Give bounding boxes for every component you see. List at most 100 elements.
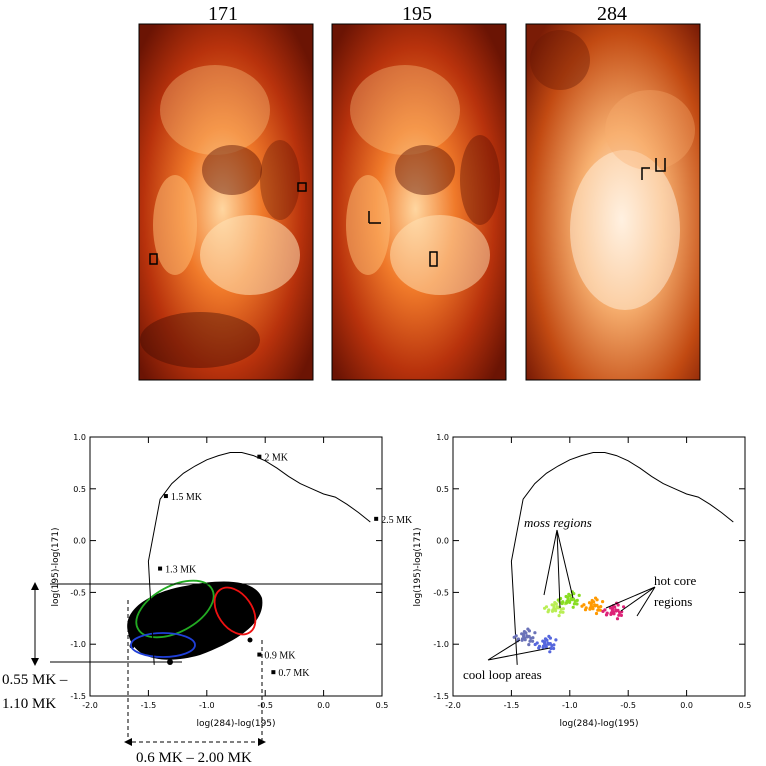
chart-right-xtick-label: 0.5 [739,701,752,710]
cluster-point [520,632,524,636]
cluster-point [594,611,599,616]
green-ellipse [135,579,215,639]
chart-right-ytick-label: 0.0 [436,537,449,546]
panel-title-284: 284 [597,3,627,25]
range-y-annotation-line1: 0.55 MK – [2,672,68,688]
cluster-point [595,603,599,607]
chart-left-xtick-label: 0.0 [317,701,330,710]
cluster-point [523,638,527,642]
cluster-point [587,601,592,605]
cluster-point [548,642,552,646]
cluster-point [614,608,618,612]
temperature-marker [158,566,163,571]
chart-left-xlabel: log(284)-log(195) [196,719,275,729]
cluster-point [620,610,624,614]
cluster-point [550,609,555,613]
cluster-point [622,605,626,609]
chart-left-frame [89,436,383,697]
cluster-point [527,643,531,647]
chart-right-ytick-label: -0.5 [433,588,449,597]
cluster-point [553,601,557,605]
chart-right-ytick-label: -1.0 [433,640,449,649]
cluster-point [590,598,594,603]
cluster-point [583,608,588,612]
chart-right-clusters [512,590,626,654]
cluster-point [601,609,605,614]
chart-right-xtick-label: -1.5 [504,701,520,710]
cluster-point [528,639,532,643]
chart-right-xlabel: log(284)-log(195) [559,719,638,729]
cluster-point [569,597,573,601]
moss-regions-label: moss regions [524,515,592,530]
chart-left-ytick-label: 1.0 [73,433,86,442]
cluster-point [619,613,624,618]
callout-lines [487,529,656,661]
cluster-point [555,605,559,609]
image-panel-284 [525,23,701,381]
chart-left: -2.0 -1.5 -1.0 -0.5 0.0 0.5-1.5-1.0-0.50.00.5… [2,433,413,766]
cluster-point [593,603,597,607]
cluster-point [612,612,616,616]
cluster-point [546,641,550,645]
cluster-point [544,645,548,649]
cluster-point [533,631,537,635]
cluster-point [522,634,526,638]
image-panel-195 [331,23,507,381]
chart-right-ytick-label: -1.5 [433,692,449,701]
cluster-point [564,601,569,605]
cluster-point [548,650,552,654]
cluster-point [601,600,605,604]
cluster-point [575,598,579,603]
cluster-point [531,636,535,640]
cluster-point [520,638,524,642]
cluster-point [550,603,554,607]
chart-left-xtick-label: -2.0 [82,701,98,710]
chart-right-ylabel: log(195)-log(171) [413,527,423,606]
cluster-point [531,639,535,643]
cluster-point [591,607,595,611]
cluster-point [594,596,598,600]
cluster-point [560,601,564,606]
chart-left-ytick-label: -1.5 [70,692,86,701]
cluster-point [546,610,550,614]
panel-title-171: 171 [208,3,238,25]
cluster-point [547,634,551,639]
range-y-annotation-line2: 1.10 MK [2,696,56,712]
chart-right-xtick-label: -1.0 [562,701,578,710]
cluster-point [566,597,570,601]
cluster-point [567,592,571,596]
cluster-point [588,607,592,611]
chart-right: -2.0 -1.5 -1.0 -0.5 0.0 0.5-1.5-1.0-0.50.00.5… [413,433,751,729]
cluster-point [552,605,556,609]
temperature-marker [257,652,262,657]
cluster-point [589,603,593,607]
cluster-point [537,646,541,650]
chart-left-ylabel: log(195)-log(171) [51,527,61,606]
cluster-point [577,593,581,598]
cluster-point [561,607,565,611]
chart-right-frame [452,436,746,697]
cluster-point [604,613,609,617]
cluster-point [609,612,613,617]
chart-left-xtick-label: 0.5 [376,701,389,710]
temperature-marker-label: 1.5 MK [171,492,203,503]
hot-core-label-2: regions [654,594,692,609]
temperature-marker [374,516,379,521]
range-x-annotation: 0.6 MK – 2.00 MK [136,750,252,766]
blue-ellipse [130,632,196,658]
panel-title-195: 195 [402,3,432,25]
cluster-point [596,608,600,612]
cluster-point [615,617,620,621]
chart-right-ticks: -2.0 -1.5 -1.0 -0.5 0.0 0.5-1.5-1.0-0.50.00.5… [433,433,751,710]
cluster-point [554,609,558,613]
cluster-point [599,605,603,609]
cluster-point [543,641,547,646]
temperature-marker [271,670,276,675]
temperature-marker [163,494,168,499]
chart-left-ytick-label: -0.5 [70,588,86,597]
cluster-point [568,600,572,605]
cluster-point [549,646,553,651]
cluster-point [557,614,561,618]
image-panel-171 [138,23,314,381]
